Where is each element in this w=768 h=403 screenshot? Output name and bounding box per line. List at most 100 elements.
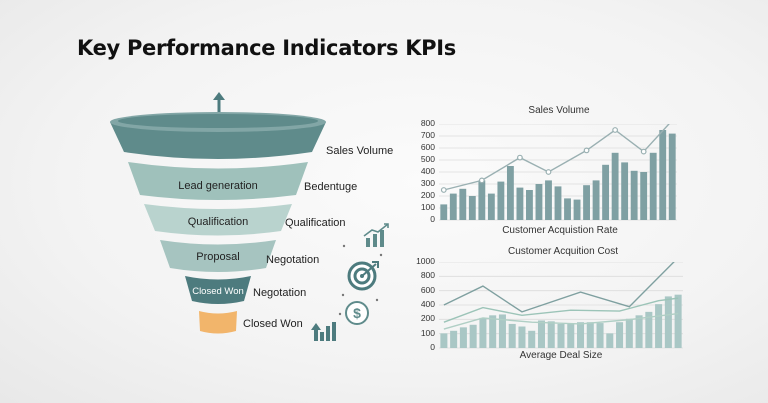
y-tick-label: 800 — [420, 118, 435, 128]
funnel-stage-label: Closed Won — [192, 286, 244, 297]
bar — [459, 188, 467, 220]
chart-title: Sales Volume — [528, 105, 590, 116]
bar — [557, 323, 565, 348]
bar — [616, 322, 624, 348]
bar — [668, 133, 676, 220]
sales-volume-chart — [439, 124, 677, 221]
bar — [526, 190, 533, 220]
bar — [440, 204, 448, 220]
bar — [518, 326, 526, 348]
y-tick-label: 300 — [420, 178, 435, 188]
line-point — [583, 147, 590, 154]
y-tick-label: 800 — [420, 270, 435, 281]
funnel-side-label: Sales Volume — [326, 145, 394, 157]
y-tick-label: 400 — [420, 166, 435, 176]
funnel-stage-lead-generation — [128, 162, 308, 200]
funnel-side-label: Closed Won — [243, 318, 303, 330]
y-tick-label: 0 — [430, 214, 435, 224]
bar — [625, 318, 633, 348]
bar — [508, 323, 516, 348]
line-point — [640, 148, 647, 155]
bar — [606, 333, 614, 348]
bar — [659, 130, 667, 220]
bar — [596, 323, 604, 348]
bar — [664, 296, 672, 348]
bar — [583, 185, 590, 220]
bar — [489, 315, 497, 348]
series-line — [443, 262, 675, 313]
funnel-stage-label: Lead generation — [178, 180, 258, 192]
chart-growth-icon — [363, 223, 389, 247]
y-tick-label: 0 — [430, 342, 435, 352]
bar — [554, 186, 562, 220]
funnel-stage-qualification — [144, 204, 292, 236]
bar — [468, 196, 476, 220]
sales-funnel: $ — [110, 92, 389, 341]
bar — [573, 199, 581, 220]
bar — [611, 152, 619, 220]
page-title: Key Performance Indicators KPIs — [77, 36, 456, 60]
y-tick-label: 600 — [420, 284, 435, 295]
y-tick-label: 100 — [420, 202, 435, 212]
bar — [506, 166, 514, 220]
bar — [621, 162, 629, 220]
bar — [564, 198, 571, 220]
bar — [567, 323, 575, 348]
bar — [450, 330, 458, 348]
arrow-up-icon — [213, 92, 225, 112]
series-line — [443, 124, 670, 191]
bar — [487, 193, 495, 220]
series-line — [443, 312, 679, 330]
funnel-stage-top — [110, 112, 326, 159]
y-tick-label: 500 — [420, 154, 435, 164]
y-tick-label: 1000 — [416, 256, 435, 266]
customer-acquisition-cost-chart — [439, 262, 683, 349]
bar — [586, 322, 594, 348]
y-tick-label: 200 — [420, 190, 435, 200]
bar — [649, 152, 657, 220]
funnel-side-label: Qualification — [285, 217, 346, 229]
bar — [528, 330, 536, 348]
line-point — [545, 169, 552, 175]
bar — [602, 164, 610, 220]
dollar-coin-icon: $ — [345, 301, 369, 325]
series-line — [443, 297, 679, 323]
bar — [498, 314, 506, 348]
line-point — [612, 127, 619, 133]
chart-title: Customer Acquition Cost — [507, 246, 619, 257]
bar — [516, 187, 524, 220]
bar — [535, 184, 543, 220]
bar — [635, 315, 643, 348]
sparkle-decoration — [338, 244, 383, 316]
line-point — [517, 154, 523, 161]
bar — [630, 170, 638, 220]
y-tick-label: 400 — [420, 299, 435, 309]
y-tick-label: 700 — [420, 130, 435, 140]
x-axis-label: Customer Acquistion Rate — [502, 225, 618, 236]
target-icon — [347, 261, 379, 291]
funnel-stage-bottom — [199, 311, 237, 334]
y-tick-label: 200 — [420, 313, 435, 324]
bar — [469, 324, 477, 348]
funnel-stage-proposal — [160, 240, 276, 272]
line-point — [478, 177, 485, 184]
funnel-side-label: Negotation — [253, 287, 307, 299]
funnel-stage-label: Qualification — [187, 216, 249, 228]
bar — [645, 311, 653, 348]
bar — [640, 172, 648, 220]
bar — [592, 180, 600, 220]
bar-growth-icon — [311, 322, 336, 341]
svg-text:$: $ — [353, 305, 361, 321]
bar — [440, 333, 448, 348]
funnel-stage-label: Proposal — [196, 251, 240, 263]
bar — [545, 180, 552, 220]
y-tick-label: 100 — [420, 327, 435, 338]
bar — [547, 321, 555, 348]
bar — [449, 193, 457, 220]
bar — [478, 180, 486, 220]
bar — [537, 320, 545, 348]
bar — [497, 181, 505, 220]
bar — [459, 327, 467, 348]
funnel-stage-closed-won — [185, 276, 251, 304]
bar — [655, 304, 663, 348]
